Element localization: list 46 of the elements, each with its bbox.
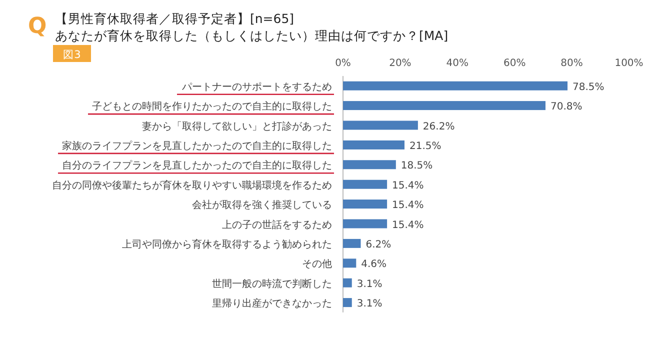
x-tick-label: 60% <box>503 58 526 69</box>
y-tick-label: その他 <box>302 258 332 270</box>
y-tick-label: 家族のライフプランを見直したかったので自主的に取得した <box>62 140 332 152</box>
x-tick-label: 40% <box>446 58 469 69</box>
bar <box>343 258 356 268</box>
caption: 図3 <box>63 49 81 61</box>
y-tick-label: 会社が取得を強く推奨している <box>192 199 332 212</box>
data-label: 15.4% <box>392 220 424 231</box>
bar <box>343 180 388 189</box>
annotation: Q <box>28 14 47 39</box>
y-tick-label: 自分のライフプランを見直したかったので自主的に取得した <box>62 160 332 172</box>
bar <box>343 140 404 150</box>
y-tick-label: 子どもとの時間を作りたかったので自主的に取得した <box>92 100 332 113</box>
data-label: 4.6% <box>361 259 387 270</box>
data-label: 21.5% <box>409 140 442 152</box>
data-label: 18.5% <box>400 160 433 172</box>
bar <box>343 200 388 209</box>
data-label: 3.1% <box>356 278 382 290</box>
data-label: 78.5% <box>572 82 604 93</box>
bar <box>343 278 352 288</box>
chart-subtitle: あなたが育休を取得した（もしくはしたい）理由は何ですか？[MA] <box>55 28 448 43</box>
data-label: 3.1% <box>356 298 382 310</box>
y-tick-label: 自分の同僚や後輩たちが育休を取りやすい職場環境を作るため <box>52 179 332 192</box>
text: 【男性育休取得者／取得予定者】[n=65] <box>55 11 294 26</box>
data-label: 15.4% <box>392 180 424 192</box>
bar <box>343 298 352 308</box>
bar <box>343 81 568 90</box>
y-tick-label: 世間一般の時流で判断した <box>212 278 332 290</box>
y-tick-label: 妻から「取得して欲しい」と打診があった <box>142 120 332 132</box>
data-label: 70.8% <box>550 102 582 113</box>
x-tick-label: 20% <box>389 58 412 69</box>
bar <box>343 219 388 228</box>
bar <box>343 238 361 248</box>
y-tick-label: 上の子の世話をするため <box>222 218 332 231</box>
bar <box>343 101 546 110</box>
y-tick-label: パートナーのサポートをするため <box>181 82 332 93</box>
bar <box>343 160 396 170</box>
x-tick-label: 0% <box>335 58 351 69</box>
x-tick-label: 100% <box>614 58 644 69</box>
bar <box>343 120 418 130</box>
y-tick-label: 里帰り出産ができなかった <box>212 298 332 310</box>
data-label: 26.2% <box>422 121 455 132</box>
data-label: 6.2% <box>366 239 392 250</box>
y-tick-label: 上司や同僚から育休を取得するよう勧められた <box>122 238 332 250</box>
data-label: 15.4% <box>392 200 424 212</box>
x-tick-label: 80% <box>560 58 583 69</box>
